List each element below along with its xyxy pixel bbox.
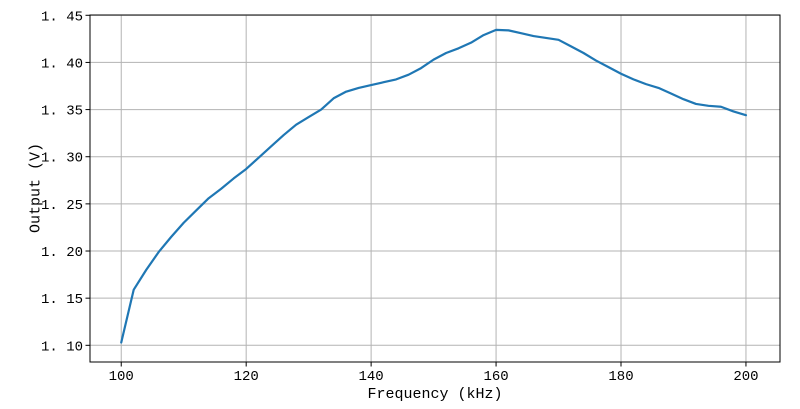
y-tick-label: 1. 40	[41, 56, 83, 72]
y-tick-label: 1. 25	[41, 198, 83, 214]
x-tick-label: 140	[359, 369, 384, 385]
data-series-line	[120, 28, 748, 344]
y-tick-label: 1. 10	[41, 339, 83, 355]
x-tick-label: 100	[109, 369, 134, 385]
x-tick-label: 160	[483, 369, 508, 385]
x-axis-label: Frequency (kHz)	[367, 386, 503, 403]
y-tick-label: 1. 20	[41, 245, 83, 261]
plot-border	[89, 14, 781, 363]
x-tick-label: 200	[733, 369, 758, 385]
y-tick-label: 1. 35	[41, 104, 83, 120]
y-tick-label: 1. 45	[41, 9, 83, 25]
y-axis-label: Output (V)	[27, 142, 45, 234]
x-tick-label: 180	[608, 369, 633, 385]
x-tick-label: 120	[234, 369, 259, 385]
y-tick-label: 1. 30	[41, 151, 83, 167]
y-tick-label: 1. 15	[41, 292, 83, 308]
